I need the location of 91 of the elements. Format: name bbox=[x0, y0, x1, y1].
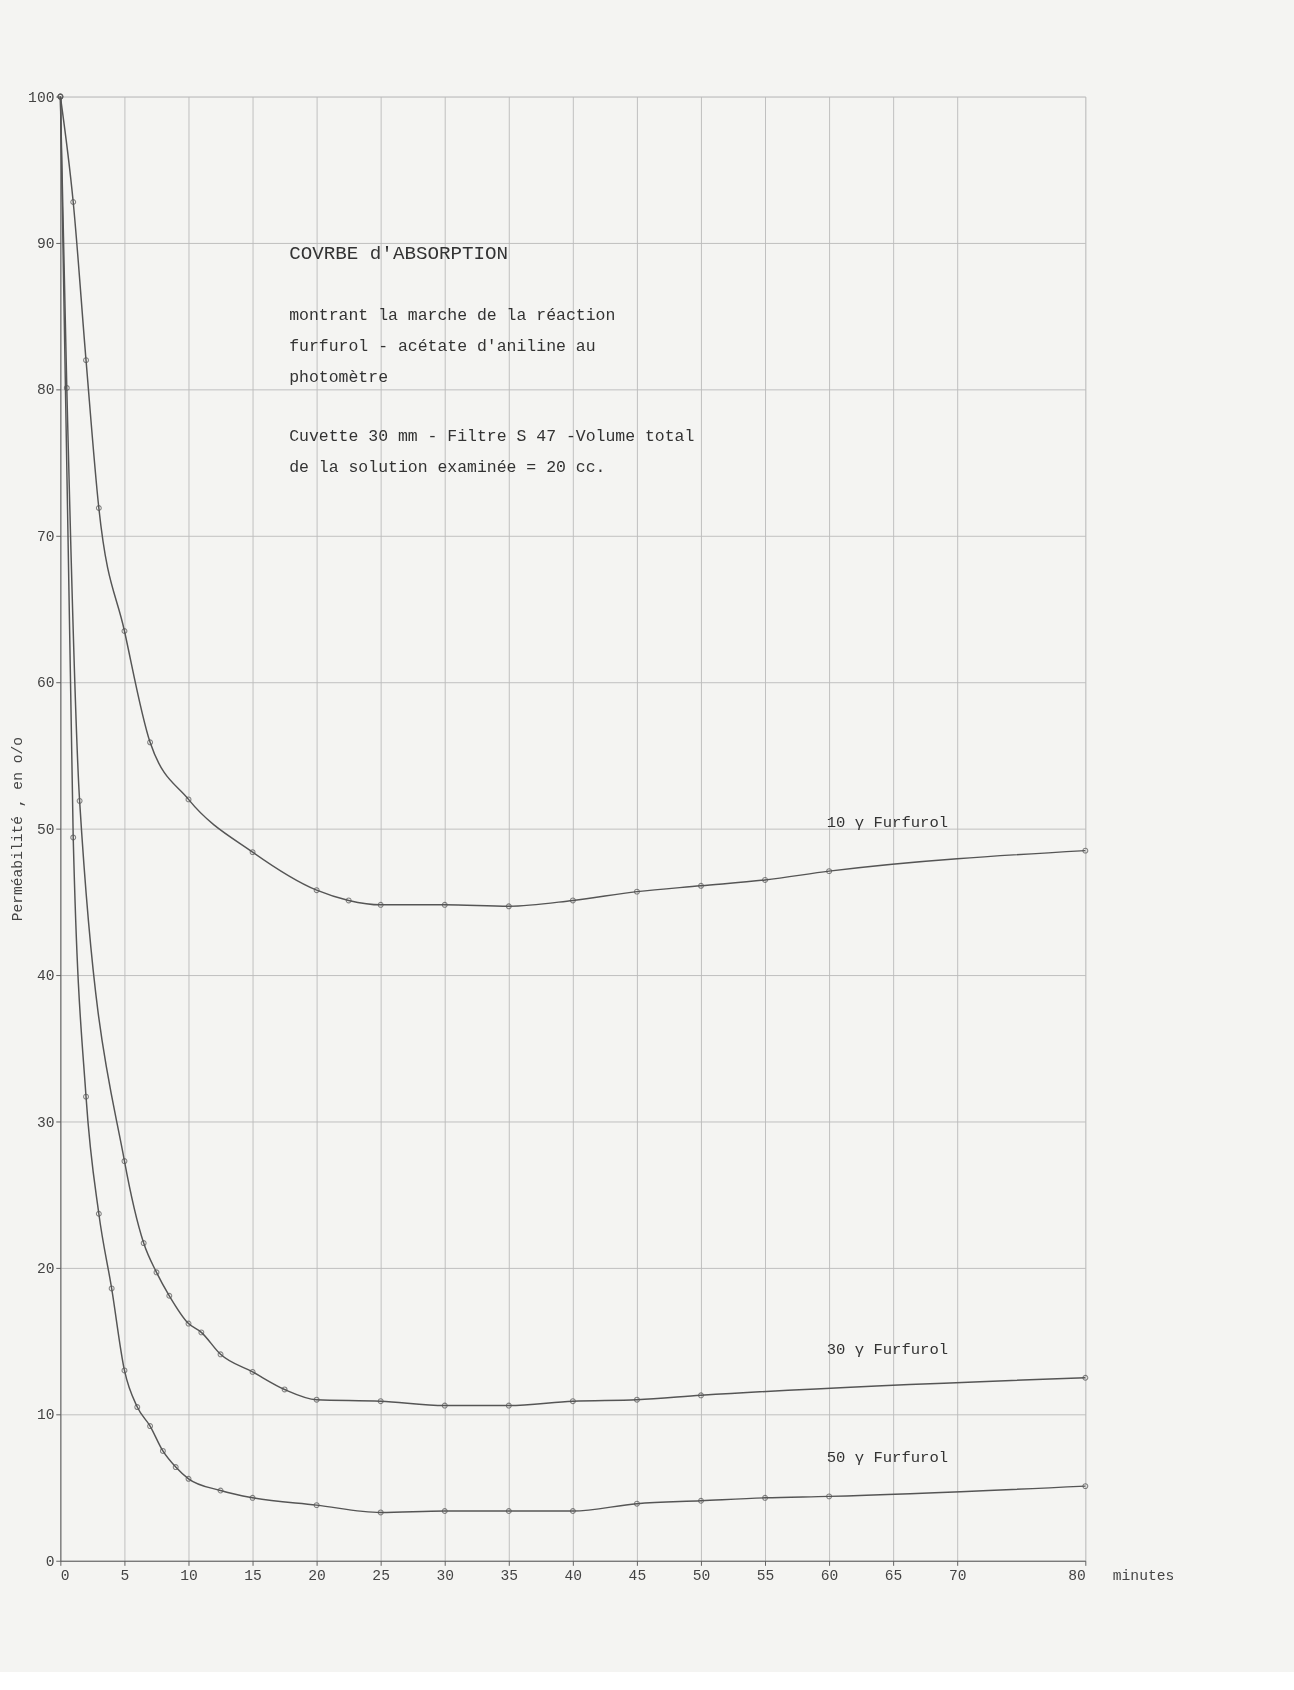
point bbox=[83, 357, 89, 364]
point bbox=[377, 1509, 384, 1516]
point bbox=[217, 1487, 224, 1494]
y-tick-label: 60 bbox=[36, 675, 55, 692]
x-tick-label: 30 bbox=[436, 1567, 454, 1584]
point bbox=[377, 901, 384, 908]
point bbox=[633, 1500, 640, 1507]
y-tick-label: 50 bbox=[36, 821, 55, 838]
point bbox=[147, 1423, 154, 1430]
point bbox=[441, 1508, 448, 1514]
x-axis-title: minutes bbox=[1112, 1568, 1175, 1584]
point bbox=[698, 882, 704, 889]
x-tick-label: 65 bbox=[884, 1567, 903, 1584]
point bbox=[698, 1392, 704, 1399]
x-tick-label: 10 bbox=[180, 1567, 198, 1584]
point bbox=[159, 1448, 166, 1454]
x-tick-label: 5 bbox=[120, 1567, 130, 1584]
point bbox=[83, 1093, 89, 1100]
point bbox=[313, 1396, 320, 1403]
x-tick-label: 70 bbox=[948, 1567, 967, 1584]
point bbox=[185, 1475, 192, 1482]
point bbox=[569, 1398, 576, 1405]
annotation: montrant la marche de la réaction furfurol - acétate d'aniline au photomètre bbox=[289, 305, 616, 388]
point bbox=[762, 1494, 769, 1501]
x-tick-label: 35 bbox=[500, 1567, 519, 1584]
point bbox=[313, 1502, 320, 1509]
point bbox=[249, 1368, 256, 1375]
y-tick-label: 10 bbox=[36, 1407, 55, 1424]
point bbox=[633, 1396, 640, 1403]
x-tick-label: 80 bbox=[1068, 1567, 1086, 1584]
y-tick-label: 80 bbox=[36, 382, 55, 399]
point bbox=[198, 1329, 205, 1336]
point bbox=[70, 199, 77, 205]
y-tick-label: 40 bbox=[36, 968, 55, 985]
point bbox=[121, 1158, 128, 1165]
x-tick-label: 50 bbox=[692, 1567, 711, 1584]
point bbox=[633, 888, 640, 895]
point bbox=[505, 903, 512, 910]
point bbox=[217, 1351, 224, 1358]
point bbox=[569, 1508, 576, 1514]
point bbox=[108, 1285, 115, 1292]
y-tick-label: 30 bbox=[36, 1114, 55, 1131]
text: COVRBE d'ABSORPTION bbox=[289, 242, 509, 265]
point bbox=[95, 1210, 102, 1217]
y-axis-title: Perméabilité , en o/o bbox=[9, 736, 26, 922]
point bbox=[698, 1497, 704, 1504]
point bbox=[185, 796, 192, 803]
y-tick-label: 90 bbox=[36, 236, 55, 253]
point bbox=[153, 1269, 160, 1276]
point bbox=[377, 1398, 384, 1405]
x-tick-label: 55 bbox=[756, 1567, 775, 1584]
point bbox=[134, 1404, 141, 1411]
point bbox=[249, 1494, 256, 1501]
point bbox=[63, 384, 70, 391]
point bbox=[76, 797, 83, 804]
y-tick-label: 0 bbox=[45, 1553, 55, 1570]
point bbox=[70, 834, 77, 841]
point bbox=[313, 887, 320, 894]
y-tick-label: 70 bbox=[36, 528, 55, 545]
x-tick-label: 45 bbox=[628, 1567, 647, 1584]
point bbox=[281, 1386, 288, 1393]
x-tick-label: 15 bbox=[244, 1567, 262, 1584]
point bbox=[249, 849, 256, 856]
x-tick-label: 0 bbox=[60, 1567, 70, 1584]
series-label: 50 γ Furfurol bbox=[826, 1449, 949, 1468]
point bbox=[826, 1493, 833, 1500]
point bbox=[441, 901, 448, 908]
x-tick-label: 40 bbox=[564, 1567, 583, 1584]
point bbox=[505, 1508, 512, 1514]
point bbox=[762, 876, 769, 883]
point bbox=[121, 1367, 128, 1374]
y-tick-label: 100 bbox=[28, 89, 55, 106]
point bbox=[185, 1320, 192, 1327]
point bbox=[166, 1292, 173, 1299]
point bbox=[140, 1240, 147, 1247]
point bbox=[121, 628, 128, 634]
annotation: Cuvette 30 mm - Filtre S 47 -Volume total de la solution examinée = 20 cc. bbox=[289, 426, 695, 477]
y-tick-label: 20 bbox=[36, 1260, 55, 1277]
series-label: 10 γ Furfurol bbox=[826, 813, 949, 832]
point bbox=[826, 868, 833, 875]
point bbox=[95, 505, 102, 511]
x-tick-label: 60 bbox=[820, 1567, 839, 1584]
x-tick-label: 20 bbox=[308, 1567, 326, 1584]
point bbox=[441, 1402, 448, 1409]
point bbox=[505, 1402, 512, 1409]
point bbox=[147, 739, 154, 746]
point bbox=[345, 897, 352, 904]
point bbox=[172, 1464, 179, 1471]
series-label: 30 γ Furfurol bbox=[826, 1340, 949, 1359]
x-tick-label: 25 bbox=[372, 1567, 390, 1584]
point bbox=[569, 897, 576, 904]
